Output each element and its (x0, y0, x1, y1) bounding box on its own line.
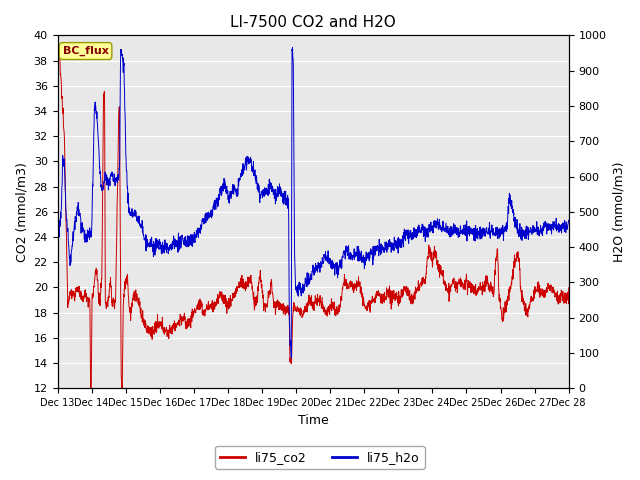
li75_co2 (289, 311, 297, 316)
li75_h2o (303, 277, 310, 283)
li75_co2 (303, 302, 310, 308)
Legend: li75_co2, li75_h2o: li75_co2, li75_h2o (215, 446, 425, 469)
Y-axis label: H2O (mmol/m3): H2O (mmol/m3) (612, 162, 625, 262)
Text: BC_flux: BC_flux (63, 46, 109, 56)
li75_h2o (550, 219, 558, 225)
li75_co2 (550, 290, 558, 296)
li75_co2 (80, 296, 88, 301)
li75_h2o (80, 227, 88, 233)
Line: li75_h2o: li75_h2o (58, 48, 569, 358)
X-axis label: Time: Time (298, 414, 328, 427)
li75_co2 (54, 52, 61, 58)
li75_h2o (289, 45, 296, 50)
li75_co2 (550, 288, 558, 293)
li75_co2 (565, 285, 573, 290)
li75_h2o (287, 355, 295, 360)
Y-axis label: CO2 (mmol/m3): CO2 (mmol/m3) (15, 162, 28, 262)
li75_h2o (54, 250, 61, 255)
li75_h2o (457, 223, 465, 228)
li75_h2o (550, 223, 558, 228)
li75_co2 (54, 45, 62, 51)
li75_h2o (289, 55, 297, 61)
Line: li75_co2: li75_co2 (58, 48, 569, 388)
li75_co2 (87, 385, 95, 391)
li75_h2o (565, 218, 573, 224)
Title: LI-7500 CO2 and H2O: LI-7500 CO2 and H2O (230, 15, 396, 30)
li75_co2 (457, 275, 465, 281)
